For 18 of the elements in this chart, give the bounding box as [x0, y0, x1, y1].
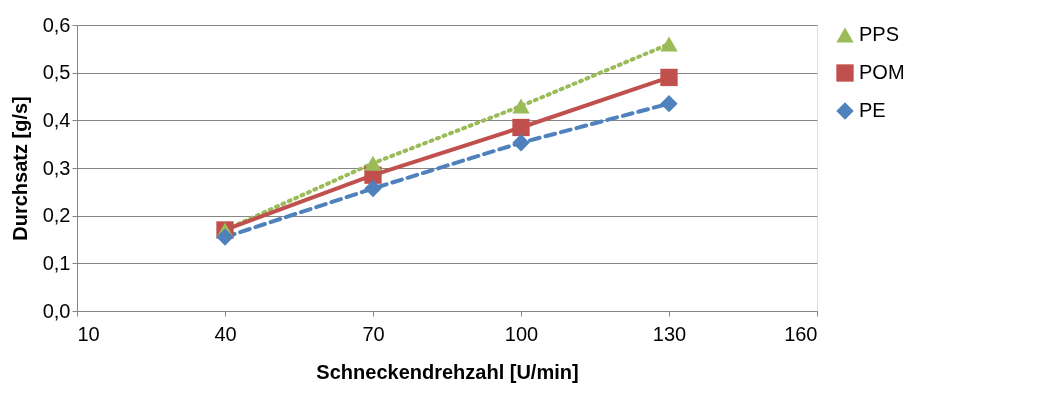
- x-axis-title: Schneckendrehzahl [U/min]: [316, 360, 579, 383]
- y-axis-title: Durchsatz [g/s]: [8, 96, 31, 241]
- x-tick-label: 40: [214, 322, 237, 345]
- y-tick-label: 0,4: [42, 108, 71, 131]
- legend-label: PE: [859, 99, 886, 121]
- x-tick-label: 130: [652, 322, 687, 345]
- y-tick-label: 0,5: [42, 61, 71, 84]
- y-tick-label: 0,0: [42, 299, 71, 322]
- y-tick-label: 0,1: [42, 251, 71, 274]
- x-tick-label: 160: [784, 322, 818, 345]
- x-tick-label: 70: [362, 322, 385, 345]
- y-tick-label: 0,2: [42, 204, 71, 227]
- legend-label: PPS: [859, 23, 900, 45]
- y-tick-label: 0,3: [42, 156, 71, 179]
- y-tick-label: 0,6: [42, 13, 71, 36]
- x-tick-label: 100: [504, 322, 539, 345]
- legend-label: POM: [859, 61, 905, 83]
- x-tick-label: 10: [77, 322, 100, 345]
